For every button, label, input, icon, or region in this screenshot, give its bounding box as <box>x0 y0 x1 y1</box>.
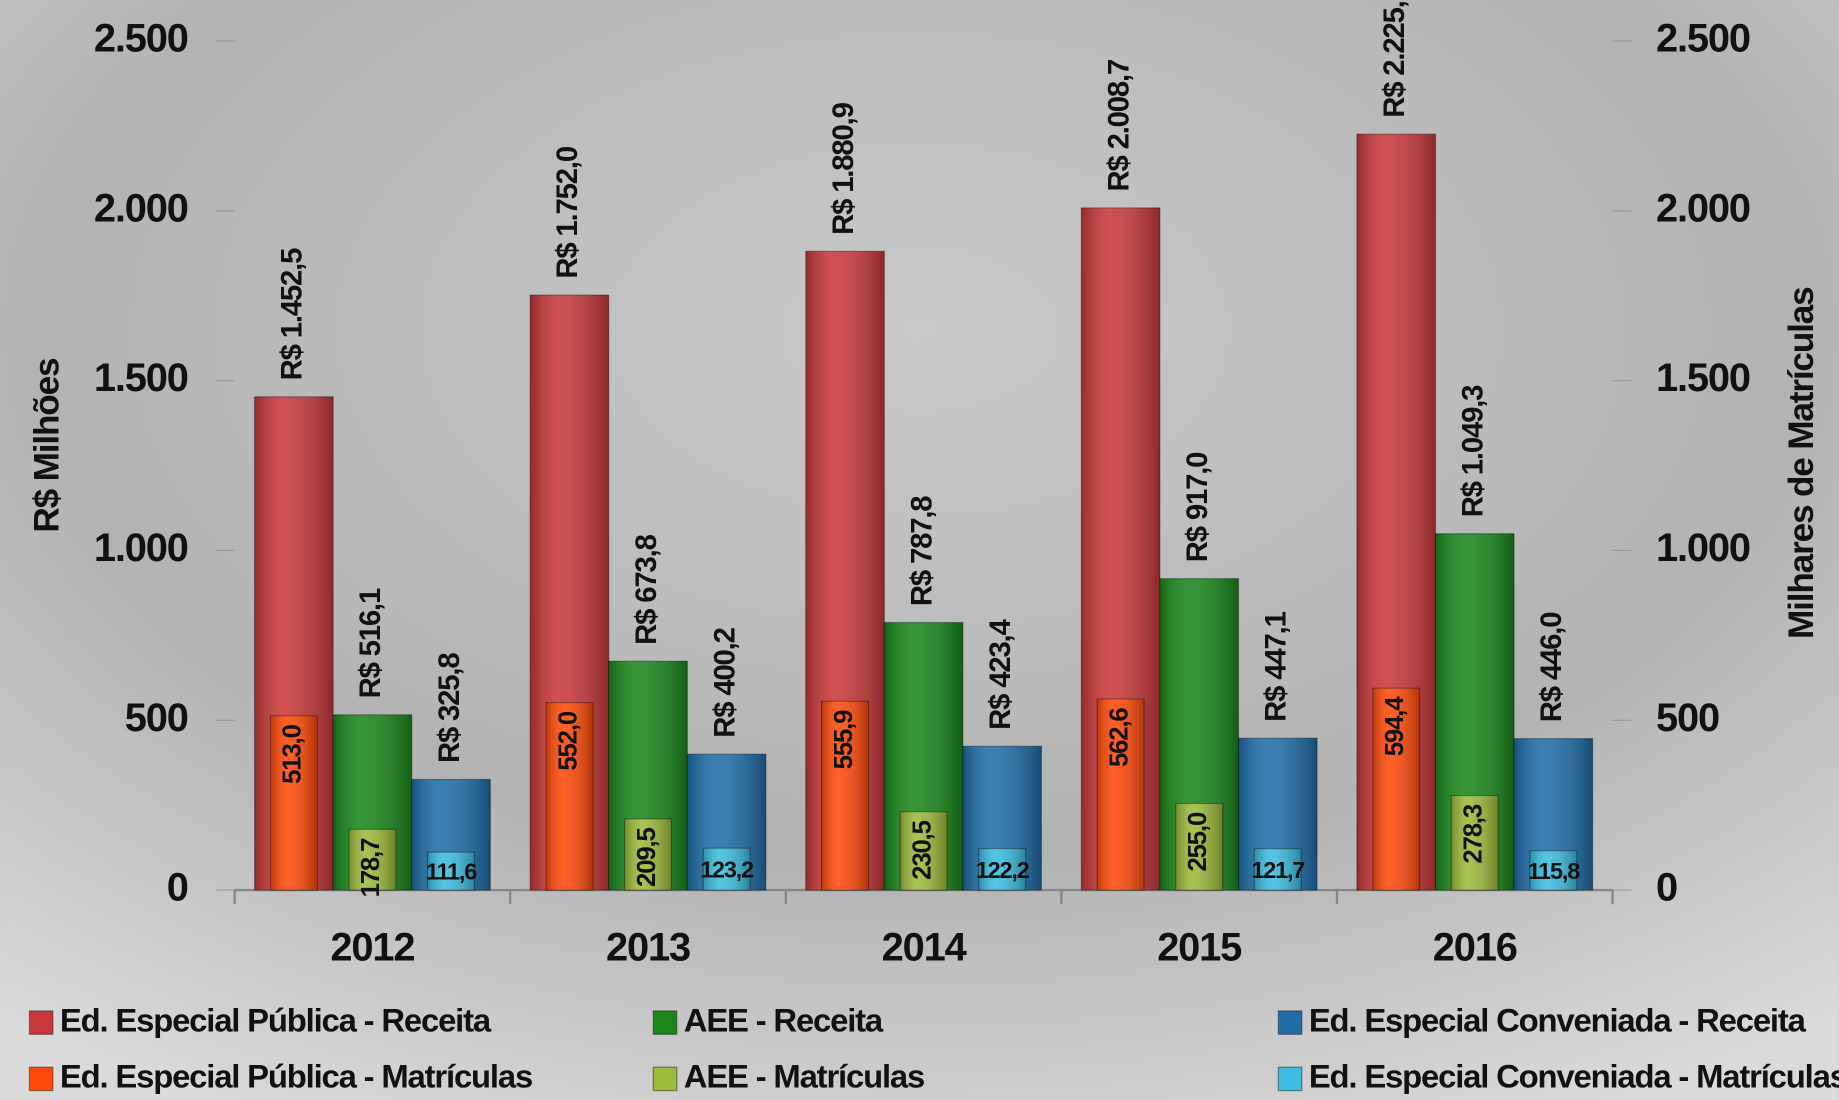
value-label: 209,5 <box>633 827 661 886</box>
y-tick-label: 500 <box>125 696 188 740</box>
value-label: R$ 917,0 <box>1181 452 1214 562</box>
bar-shade <box>348 829 396 891</box>
value-label: R$ 516,1 <box>354 588 387 698</box>
bar-shade <box>978 848 1026 891</box>
bar-shade <box>900 811 948 891</box>
legend-label: Ed. Especial Conveniada - Matrículas <box>1309 1058 1839 1095</box>
y2-tick-label: 0 <box>1656 866 1677 910</box>
y2-tick-label: 1.500 <box>1656 356 1750 400</box>
value-label: 562,6 <box>1105 708 1133 767</box>
bar-shade <box>1451 795 1499 891</box>
y2-tick-label: 2.000 <box>1656 186 1750 230</box>
bar-shade <box>1175 803 1223 891</box>
y2-axis-title: Milhares de Matrículas <box>1782 287 1821 639</box>
bar-shade <box>1097 699 1145 891</box>
y-tick-label: 0 <box>167 866 188 910</box>
value-label: R$ 1.880,9 <box>827 102 860 234</box>
value-label: 121,7 <box>1251 857 1304 883</box>
value-label: R$ 1.752,0 <box>551 146 584 278</box>
legend-label: Ed. Especial Pública - Receita <box>60 1001 492 1038</box>
legend-label: AEE - Matrículas <box>684 1058 924 1095</box>
value-label: R$ 447,1 <box>1260 611 1293 721</box>
x-tick-label: 2014 <box>882 925 967 969</box>
legend-swatch <box>652 1066 678 1092</box>
bar-shade <box>1529 850 1577 891</box>
value-label: 123,2 <box>700 857 754 883</box>
y2-tick-label: 2.500 <box>1656 17 1750 61</box>
value-label: 555,9 <box>830 710 858 769</box>
value-label: R$ 2.008,7 <box>1102 60 1135 192</box>
value-label: 230,5 <box>908 820 936 879</box>
value-label: 594,4 <box>1381 696 1409 756</box>
legend-swatch <box>28 1066 54 1092</box>
value-label: R$ 400,2 <box>708 627 741 737</box>
bar-shade <box>545 702 593 891</box>
legend-label: Ed. Especial Pública - Matrículas <box>60 1058 532 1095</box>
value-label: 111,6 <box>426 859 477 885</box>
value-label: R$ 325,8 <box>433 653 466 763</box>
legend-swatch <box>28 1010 54 1035</box>
value-label: 122,2 <box>976 857 1030 883</box>
legend-swatch <box>1277 1010 1303 1035</box>
x-tick-label: 2015 <box>1157 925 1242 969</box>
bar-shade <box>427 852 475 891</box>
legend-label: Ed. Especial Conveniada - Receita <box>1309 1001 1807 1038</box>
bar-shade <box>821 701 869 891</box>
value-label: 115,8 <box>1528 858 1581 884</box>
value-label: 255,0 <box>1184 812 1212 871</box>
value-label: R$ 1.049,3 <box>1457 385 1490 517</box>
bar-shade <box>624 818 672 891</box>
value-label: R$ 1.452,5 <box>276 248 309 380</box>
value-label: 178,7 <box>357 838 385 897</box>
y-tick-label: 2.000 <box>94 186 188 230</box>
value-label: R$ 673,8 <box>630 534 663 644</box>
bar-shade <box>270 715 318 891</box>
x-tick-label: 2012 <box>330 925 414 969</box>
legend-swatch <box>1277 1066 1303 1092</box>
x-tick-label: 2016 <box>1433 925 1517 969</box>
bar-shade <box>703 848 751 891</box>
value-label: 552,0 <box>554 711 582 770</box>
x-tick-label: 2013 <box>606 925 690 969</box>
y-tick-label: 1.000 <box>94 526 188 570</box>
y2-tick-label: 500 <box>1656 696 1719 740</box>
value-label: R$ 787,8 <box>905 496 938 606</box>
value-label: 513,0 <box>279 724 307 783</box>
bar-shade <box>1372 688 1420 891</box>
legend-label: AEE - Receita <box>684 1001 884 1038</box>
value-label: R$ 446,0 <box>1535 612 1568 722</box>
y-tick-label: 1.500 <box>94 356 188 400</box>
value-label: R$ 423,4 <box>984 618 1017 729</box>
y-tick-label: 2.500 <box>94 17 188 61</box>
legend-swatch <box>652 1010 678 1035</box>
bar-shade <box>1254 848 1302 891</box>
value-label: R$ 2.225,7 <box>1378 0 1411 118</box>
value-label: 278,3 <box>1460 804 1488 863</box>
y-axis-title: R$ Milhões <box>28 358 67 533</box>
y2-tick-label: 1.000 <box>1656 526 1750 570</box>
